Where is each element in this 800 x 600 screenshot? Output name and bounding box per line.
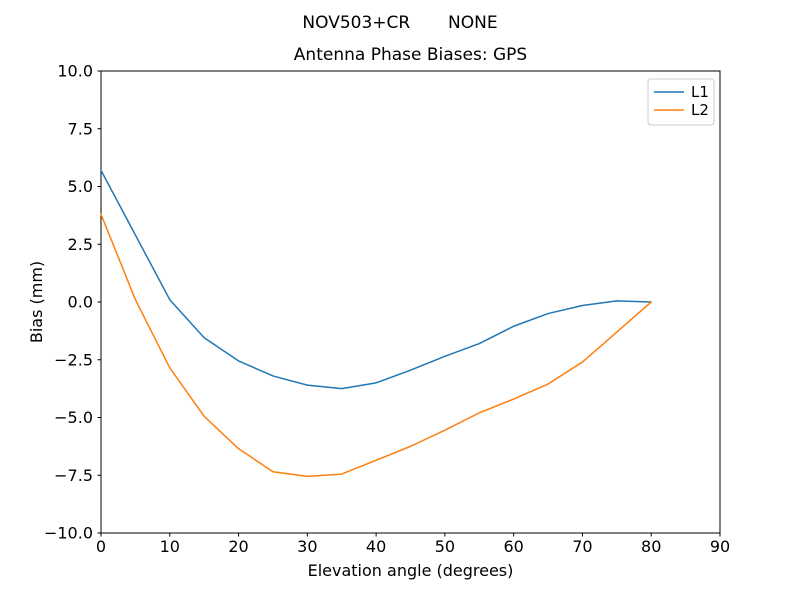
plot-spines xyxy=(100,70,721,534)
l1-line xyxy=(100,169,652,390)
legend-label-l1: L1 xyxy=(691,83,709,101)
axes-title: Antenna Phase Biases: GPS xyxy=(294,45,527,65)
y-tick-label: 2.5 xyxy=(68,235,93,254)
figure-suptitle: NOV503+CR NONE xyxy=(302,13,497,33)
legend-box xyxy=(647,78,715,126)
l2-line xyxy=(100,213,652,478)
y-tick-label: 10.0 xyxy=(57,62,93,81)
legend-label-l2: L2 xyxy=(691,101,709,119)
x-tick-label: 10 xyxy=(160,537,180,556)
x-tick-label: 40 xyxy=(366,537,386,556)
y-tick-label: 7.5 xyxy=(68,119,93,138)
y-tick-label: −10.0 xyxy=(44,524,93,543)
x-tick-label: 80 xyxy=(641,537,661,556)
x-tick-label: 50 xyxy=(435,537,455,556)
y-axis-label: Bias (mm) xyxy=(27,261,46,343)
x-tick-label: 20 xyxy=(228,537,248,556)
y-tick-label: −2.5 xyxy=(54,350,93,369)
y-tick-label: 0.0 xyxy=(68,293,93,312)
x-tick-label: 0 xyxy=(96,537,106,556)
x-tick-label: 90 xyxy=(710,537,730,556)
x-tick-label: 70 xyxy=(572,537,592,556)
y-tick-label: −7.5 xyxy=(54,466,93,485)
x-axis-label: Elevation angle (degrees) xyxy=(308,561,514,580)
y-tick-label: 5.0 xyxy=(68,177,93,196)
x-tick-label: 30 xyxy=(297,537,317,556)
y-tick-label: −5.0 xyxy=(54,408,93,427)
x-tick-label: 60 xyxy=(503,537,523,556)
